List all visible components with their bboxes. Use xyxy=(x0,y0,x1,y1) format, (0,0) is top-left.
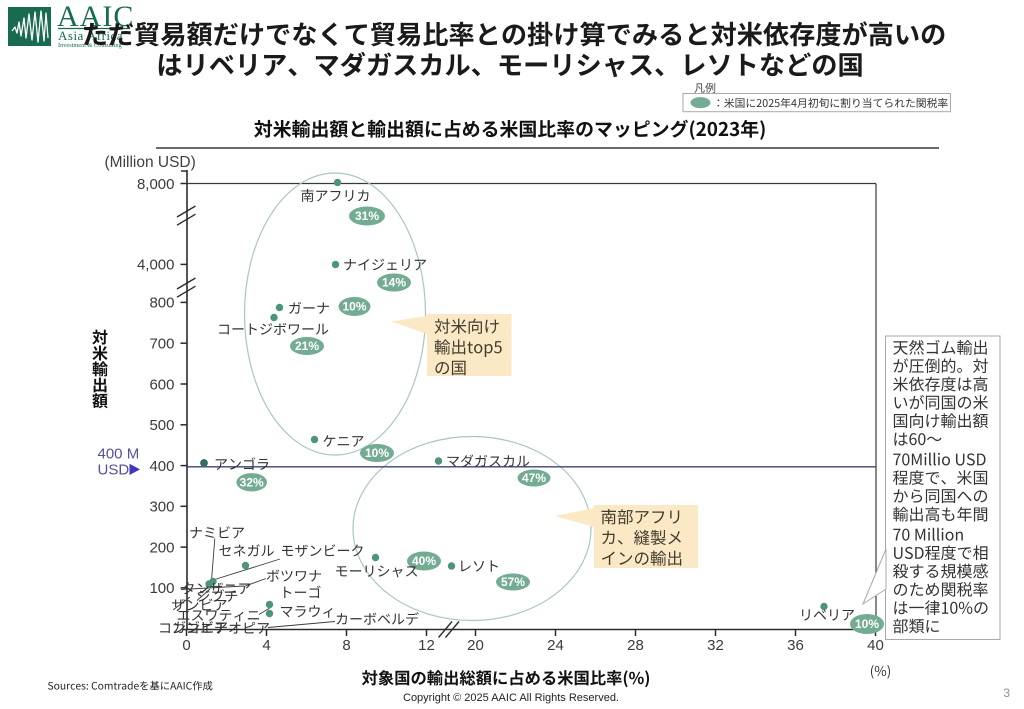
svg-text:40: 40 xyxy=(867,637,884,654)
svg-text:36: 36 xyxy=(787,637,804,654)
svg-text:57%: 57% xyxy=(501,575,525,589)
svg-text:Copyright © 2025 AAIC All Righ: Copyright © 2025 AAIC All Rights Reserve… xyxy=(403,692,619,704)
svg-text:24: 24 xyxy=(547,637,564,654)
svg-text:0: 0 xyxy=(182,637,190,654)
svg-text:10%: 10% xyxy=(855,617,879,631)
svg-text:10%: 10% xyxy=(342,300,366,314)
svg-text:14%: 14% xyxy=(382,276,406,290)
svg-text:4,000: 4,000 xyxy=(137,257,175,274)
svg-text:3: 3 xyxy=(1003,686,1010,700)
svg-text:500: 500 xyxy=(149,417,174,434)
svg-text:100: 100 xyxy=(149,580,174,597)
svg-text:20: 20 xyxy=(467,637,484,654)
svg-text:Investment & Consulting: Investment & Consulting xyxy=(58,42,123,49)
svg-text:4: 4 xyxy=(262,637,270,654)
svg-text:600: 600 xyxy=(149,376,174,393)
svg-text:8,000: 8,000 xyxy=(137,176,175,193)
svg-text:USD: USD xyxy=(98,461,130,478)
svg-text:31%: 31% xyxy=(355,209,379,223)
svg-text:400 M: 400 M xyxy=(98,445,140,462)
svg-text:300: 300 xyxy=(149,499,174,516)
svg-text:700: 700 xyxy=(149,336,174,353)
svg-text:400: 400 xyxy=(149,458,174,475)
svg-text:(Million USD): (Million USD) xyxy=(105,154,196,171)
svg-text:10%: 10% xyxy=(365,446,389,460)
svg-text:32%: 32% xyxy=(240,476,264,490)
svg-text:47%: 47% xyxy=(522,471,546,485)
svg-text:32: 32 xyxy=(707,637,724,654)
svg-text:200: 200 xyxy=(149,539,174,556)
svg-text:8: 8 xyxy=(342,637,350,654)
svg-text:21%: 21% xyxy=(295,339,319,353)
svg-text:40%: 40% xyxy=(412,554,436,568)
svg-text:12: 12 xyxy=(418,637,435,654)
svg-text:28: 28 xyxy=(627,637,644,654)
svg-text:800: 800 xyxy=(149,295,174,312)
